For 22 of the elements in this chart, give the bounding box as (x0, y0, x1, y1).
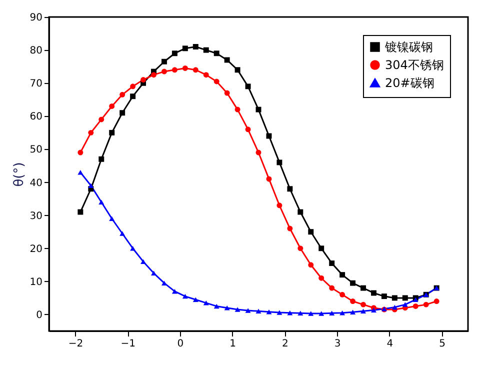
legend-label: 镀镍碳钢 (384, 40, 433, 54)
legend-label: 304不锈钢 (385, 58, 444, 72)
y-tick-label: 30 (30, 210, 42, 222)
y-tick-label: 10 (30, 276, 42, 288)
y-tick-label: 40 (30, 178, 42, 189)
x-tick-label: 4 (386, 338, 394, 350)
y-tick-label: 50 (30, 144, 42, 156)
y-tick-label: 90 (30, 12, 42, 24)
x-tick-label: 2 (282, 338, 288, 350)
y-tick-label: 70 (30, 78, 42, 90)
x-tick-label: −2 (68, 338, 84, 350)
legend-label: 20#碳钢 (385, 76, 434, 90)
y-axis-title: θ(°) (12, 162, 27, 187)
y-tick-label: 0 (36, 310, 42, 321)
y-tick-label: 20 (30, 244, 42, 255)
y-tick-label: 80 (30, 46, 42, 57)
x-tick-label: 0 (177, 338, 184, 350)
x-tick-label: 5 (439, 338, 446, 350)
x-tick-label: 3 (334, 338, 341, 350)
x-tick-label: −1 (120, 338, 136, 350)
x-tick-label: 1 (230, 338, 236, 350)
y-tick-label: 60 (30, 112, 42, 123)
